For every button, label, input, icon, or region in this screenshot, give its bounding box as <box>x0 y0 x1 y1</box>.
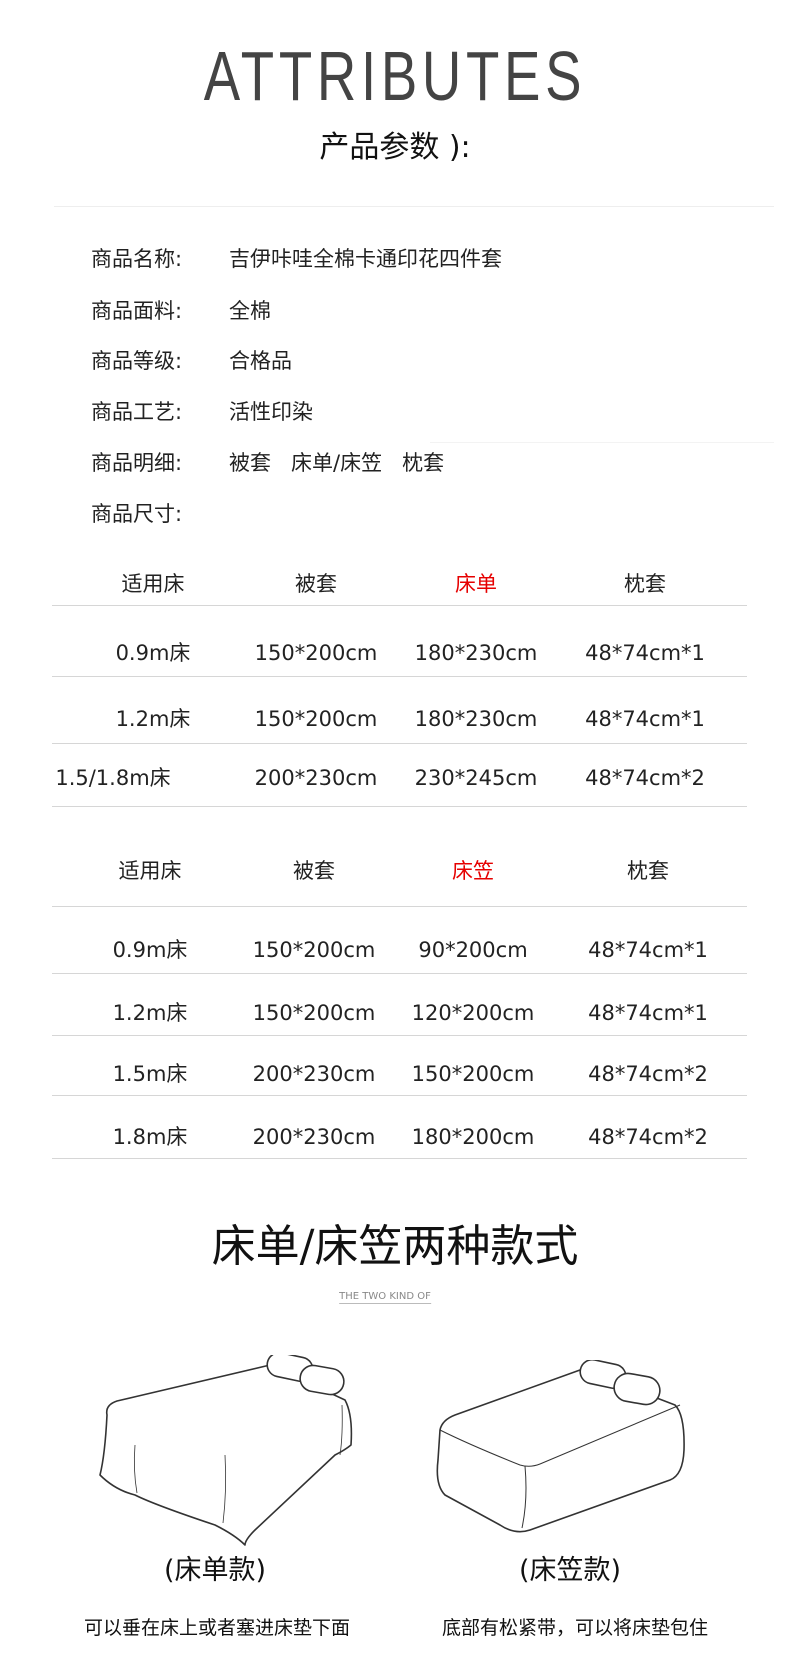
table-cell: 48*74cm*2 <box>585 766 705 790</box>
flat-sheet-bed-icon <box>99 1355 353 1546</box>
attr-value: 全棉 <box>229 299 271 323</box>
table-cell: 48*74cm*2 <box>588 1125 708 1149</box>
fitted-sheet-bed-icon <box>436 1360 685 1533</box>
table-cell: 180*200cm <box>411 1125 535 1149</box>
table-row-divider <box>52 743 747 744</box>
table-row-divider <box>52 605 747 606</box>
attr-label: 商品面料: <box>91 299 183 323</box>
table-cell: 200*230cm <box>254 766 378 790</box>
flat-sheet-caption: 可以垂在床上或者塞进床垫下面 <box>83 1617 351 1639</box>
table-row-divider <box>52 1035 747 1036</box>
table-header-cell: 床笠 <box>452 859 494 883</box>
attributes-title: ATTRIBUTES <box>203 37 587 115</box>
table-header-cell: 枕套 <box>624 572 666 596</box>
attr-label: 商品尺寸: <box>91 502 183 526</box>
table-header-cell: 适用床 <box>121 572 185 596</box>
fitted-sheet-style-label: (床笠款) <box>518 1555 622 1586</box>
table-header-cell: 枕套 <box>627 859 669 883</box>
attr-label: 商品工艺: <box>91 400 183 424</box>
table-cell: 1.5m床 <box>112 1062 188 1086</box>
table-cell: 90*200cm <box>418 938 528 962</box>
table-row-divider <box>52 906 747 907</box>
table-cell: 1.2m床 <box>112 1001 188 1025</box>
divider <box>430 442 774 443</box>
divider <box>54 206 774 207</box>
table-row-divider <box>52 806 747 807</box>
table-cell: 200*230cm <box>252 1062 376 1086</box>
table-cell: 150*200cm <box>254 641 378 665</box>
table-header-cell: 被套 <box>295 572 337 596</box>
styles-subtitle: THE TWO KIND OF <box>339 1291 431 1304</box>
table-row-divider <box>52 973 747 974</box>
table-cell: 48*74cm*1 <box>585 707 705 731</box>
table-row-divider <box>52 1095 747 1096</box>
table-cell: 0.9m床 <box>115 641 191 665</box>
table-row-divider <box>52 1158 747 1159</box>
table-header-cell: 被套 <box>293 859 335 883</box>
fitted-sheet-caption: 底部有松紧带，可以将床垫包住 <box>441 1617 709 1639</box>
attr-value: 合格品 <box>229 349 292 373</box>
table-cell: 200*230cm <box>252 1125 376 1149</box>
table-header-cell: 适用床 <box>118 859 182 883</box>
table-cell: 180*230cm <box>414 641 538 665</box>
table-cell: 1.8m床 <box>112 1125 188 1149</box>
table-cell: 1.5/1.8m床 <box>55 766 171 790</box>
attr-value: 被套 床单/床笠 枕套 <box>229 451 445 475</box>
attr-label: 商品明细: <box>91 451 183 475</box>
table-cell: 0.9m床 <box>112 938 188 962</box>
styles-title: 床单/床笠两种款式 <box>211 1221 579 1272</box>
attr-value: 活性印染 <box>229 400 313 424</box>
table-cell: 150*200cm <box>411 1062 535 1086</box>
table-cell: 48*74cm*1 <box>588 1001 708 1025</box>
table-cell: 150*200cm <box>252 938 376 962</box>
table-cell: 230*245cm <box>414 766 538 790</box>
table-cell: 48*74cm*1 <box>588 938 708 962</box>
table-cell: 1.2m床 <box>115 707 191 731</box>
table-cell: 150*200cm <box>252 1001 376 1025</box>
attr-label: 商品等级: <box>91 349 183 373</box>
table-row-divider <box>52 676 747 677</box>
table-cell: 48*74cm*2 <box>588 1062 708 1086</box>
product-params-title: 产品参数 ): <box>319 130 471 165</box>
attr-label: 商品名称: <box>91 247 183 271</box>
table-cell: 48*74cm*1 <box>585 641 705 665</box>
table-header-cell: 床单 <box>455 572 497 596</box>
table-cell: 150*200cm <box>254 707 378 731</box>
table-cell: 120*200cm <box>411 1001 535 1025</box>
table-cell: 180*230cm <box>414 707 538 731</box>
attr-value: 吉伊咔哇全棉卡通印花四件套 <box>229 247 502 271</box>
flat-sheet-style-label: (床单款) <box>163 1555 267 1586</box>
